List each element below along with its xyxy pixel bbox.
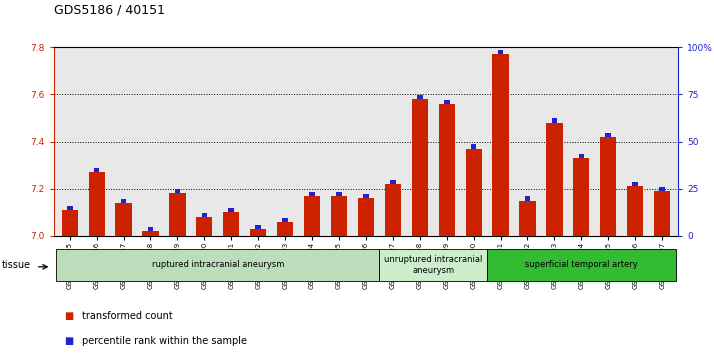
Bar xyxy=(444,99,450,104)
Text: ruptured intracranial aneurysm: ruptured intracranial aneurysm xyxy=(151,261,284,269)
Bar xyxy=(578,154,584,158)
Bar xyxy=(417,95,423,99)
Bar xyxy=(250,229,266,236)
Bar xyxy=(438,104,455,236)
Bar xyxy=(121,199,126,203)
Bar xyxy=(546,123,563,236)
Bar xyxy=(148,227,154,231)
Text: percentile rank within the sample: percentile rank within the sample xyxy=(82,336,247,346)
Text: unruptured intracranial
aneurysm: unruptured intracranial aneurysm xyxy=(384,255,483,275)
Bar xyxy=(363,194,368,198)
Bar xyxy=(605,132,611,137)
Bar xyxy=(223,212,239,236)
Bar xyxy=(633,182,638,187)
Bar xyxy=(116,203,131,236)
Bar xyxy=(67,206,73,210)
Bar xyxy=(331,196,347,236)
Bar xyxy=(385,184,401,236)
Bar xyxy=(201,213,207,217)
Bar xyxy=(175,189,180,193)
Bar xyxy=(525,196,531,201)
Bar xyxy=(552,118,557,123)
Bar xyxy=(390,180,396,184)
Bar xyxy=(196,217,213,236)
Bar xyxy=(61,210,78,236)
Bar xyxy=(169,193,186,236)
Text: ■: ■ xyxy=(64,311,74,321)
Bar xyxy=(654,191,670,236)
Bar xyxy=(573,158,590,236)
Bar xyxy=(498,50,503,54)
Text: transformed count: transformed count xyxy=(82,311,173,321)
Bar xyxy=(277,222,293,236)
Bar xyxy=(493,54,508,236)
Text: superficial temporal artery: superficial temporal artery xyxy=(525,261,638,269)
Bar xyxy=(379,249,487,281)
Bar xyxy=(228,208,234,212)
Bar xyxy=(519,201,536,236)
Bar xyxy=(487,249,675,281)
Bar xyxy=(412,99,428,236)
Bar xyxy=(94,168,99,172)
Bar xyxy=(89,172,105,236)
Bar xyxy=(336,192,342,196)
Text: ■: ■ xyxy=(64,336,74,346)
Bar xyxy=(659,187,665,191)
Bar xyxy=(466,149,482,236)
Bar xyxy=(304,196,320,236)
Bar xyxy=(282,217,288,222)
Bar xyxy=(56,249,379,281)
Bar xyxy=(309,192,315,196)
Bar xyxy=(142,231,159,236)
Text: GDS5186 / 40151: GDS5186 / 40151 xyxy=(54,4,164,17)
Bar xyxy=(471,144,476,149)
Text: tissue: tissue xyxy=(1,260,31,270)
Bar xyxy=(256,225,261,229)
Bar xyxy=(358,198,374,236)
Bar xyxy=(600,137,616,236)
Bar xyxy=(627,187,643,236)
